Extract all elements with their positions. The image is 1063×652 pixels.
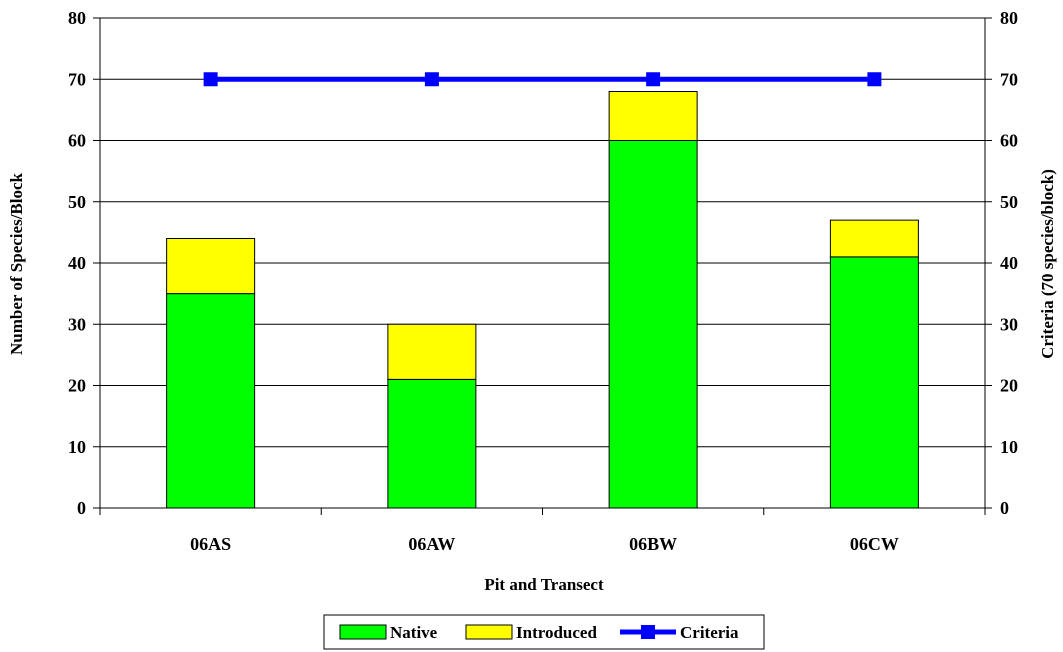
y-tick-label: 70 — [68, 69, 86, 89]
y2-tick-label: 20 — [1000, 376, 1018, 396]
y2-tick-label: 30 — [1000, 314, 1018, 334]
y2-tick-label: 60 — [1000, 131, 1018, 151]
x-tick-label: 06AS — [190, 534, 231, 554]
legend-box — [323, 614, 765, 650]
y-tick-label: 10 — [68, 437, 86, 457]
bar-introduced-06aw — [387, 323, 477, 380]
bars — [166, 91, 919, 509]
x-axis-title: Pit and Transect — [484, 575, 604, 594]
criteria-line — [203, 72, 882, 87]
bar-native-06as — [166, 293, 256, 509]
x-tick-label: 06CW — [850, 534, 899, 554]
y-tick-label: 30 — [68, 314, 86, 334]
y2-tick-label: 40 — [1000, 253, 1018, 273]
left-axis: 0 10 20 30 40 50 60 70 80 — [68, 8, 100, 518]
y2-tick-label: 80 — [1000, 8, 1018, 28]
y-tick-label: 20 — [68, 376, 86, 396]
legend: Native Introduced Criteria — [323, 614, 765, 650]
legend-label-criteria: Criteria — [680, 623, 739, 642]
y2-axis-title: Criteria (70 species/block) — [1038, 169, 1057, 359]
bar-native-06cw — [829, 256, 919, 509]
criteria-marker-06as — [203, 72, 218, 87]
x-axis: 06AS 06AW 06BW 06CW — [99, 508, 986, 554]
y-tick-label: 50 — [68, 192, 86, 212]
y-tick-label: 0 — [77, 498, 86, 518]
y-axis-title: Number of Species/Block — [7, 172, 26, 355]
y2-tick-label: 50 — [1000, 192, 1018, 212]
y-tick-label: 60 — [68, 131, 86, 151]
bar-introduced-06bw — [608, 91, 698, 141]
criteria-marker-06bw — [646, 72, 661, 87]
legend-swatch-introduced — [465, 624, 513, 640]
legend-label-introduced: Introduced — [516, 623, 597, 642]
y-tick-label: 40 — [68, 253, 86, 273]
bar-introduced-06cw — [829, 219, 919, 258]
criteria-marker-06cw — [867, 72, 882, 87]
y2-tick-label: 0 — [1000, 498, 1009, 518]
bar-introduced-06as — [166, 238, 256, 295]
bar-native-06bw — [608, 140, 698, 509]
right-axis: 0 10 20 30 40 50 60 70 80 — [985, 8, 1018, 518]
legend-label-native: Native — [390, 623, 438, 642]
y2-tick-label: 10 — [1000, 437, 1018, 457]
y2-tick-label: 70 — [1000, 69, 1018, 89]
y-tick-label: 80 — [68, 8, 86, 28]
bar-native-06aw — [387, 378, 477, 509]
x-tick-label: 06AW — [408, 534, 455, 554]
criteria-marker-06aw — [424, 72, 439, 87]
legend-swatch-criteria-marker — [641, 625, 655, 639]
legend-swatch-native — [339, 624, 387, 640]
x-tick-label: 06BW — [629, 534, 677, 554]
